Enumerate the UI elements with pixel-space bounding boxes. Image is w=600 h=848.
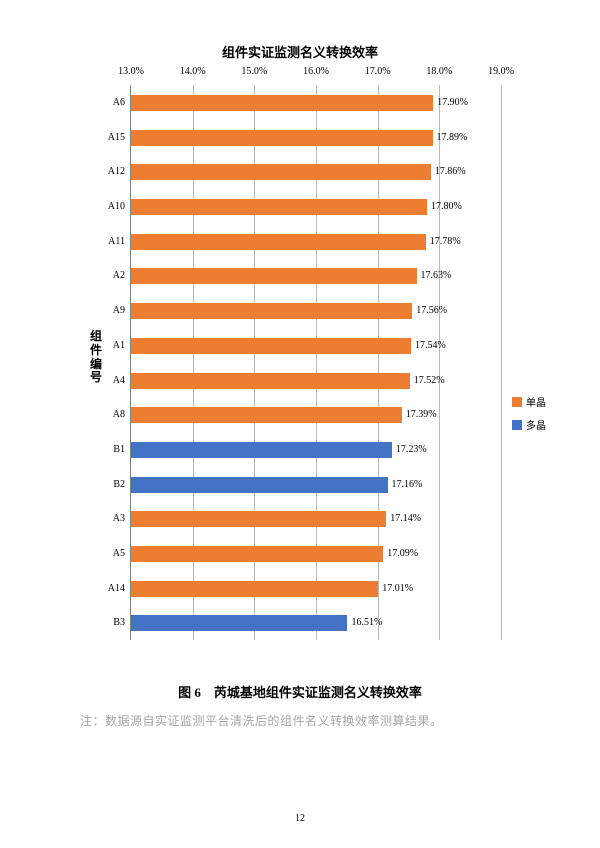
bar-value-label: 17.63% xyxy=(421,268,452,284)
bar-value-label: 17.23% xyxy=(396,442,427,458)
bar-value-label: 17.54% xyxy=(415,338,446,354)
page: 组件实证监测名义转换效率 13.0%14.0%15.0%16.0%17.0%18… xyxy=(0,0,600,848)
bar-row: 17.16%B2 xyxy=(131,477,388,493)
legend-swatch xyxy=(512,420,522,430)
bar-category-label: B3 xyxy=(113,615,125,631)
bar-category-label: A1 xyxy=(113,338,125,354)
bar-value-label: 16.51% xyxy=(351,615,382,631)
legend-swatch xyxy=(512,397,522,407)
bar-value-label: 17.89% xyxy=(437,130,468,146)
x-tick-label: 14.0% xyxy=(180,66,206,77)
bar xyxy=(131,477,388,493)
chart-title: 组件实证监测名义转换效率 xyxy=(0,42,600,61)
bar xyxy=(131,338,411,354)
bar-row: 17.90%A6 xyxy=(131,95,433,111)
bar-row: 17.39%A8 xyxy=(131,407,402,423)
bar-value-label: 17.90% xyxy=(437,95,468,111)
bar xyxy=(131,373,410,389)
bar xyxy=(131,268,417,284)
bar-row: 17.01%A14 xyxy=(131,581,378,597)
bar-category-label: A15 xyxy=(108,130,125,146)
legend-item: 多晶 xyxy=(512,417,546,432)
legend-label: 单晶 xyxy=(526,394,546,409)
bar-category-label: A8 xyxy=(113,407,125,423)
bar-row: 17.14%A3 xyxy=(131,511,386,527)
bar xyxy=(131,442,392,458)
bar-value-label: 17.01% xyxy=(382,581,413,597)
bar xyxy=(131,199,427,215)
bar xyxy=(131,234,426,250)
bar-category-label: A2 xyxy=(113,268,125,284)
bar xyxy=(131,130,433,146)
x-tick-label: 13.0% xyxy=(118,66,144,77)
bar-row: 17.09%A5 xyxy=(131,546,383,562)
bar xyxy=(131,511,386,527)
bar xyxy=(131,581,378,597)
bar-value-label: 17.09% xyxy=(387,546,418,562)
bar xyxy=(131,303,412,319)
bar-row: 17.52%A4 xyxy=(131,373,410,389)
bar-row: 17.23%B1 xyxy=(131,442,392,458)
bar-category-label: A11 xyxy=(108,234,125,250)
bar-row: 17.89%A15 xyxy=(131,130,433,146)
bar xyxy=(131,615,347,631)
x-tick-label: 18.0% xyxy=(426,66,452,77)
bar-row: 17.80%A10 xyxy=(131,199,427,215)
bar-row: 17.56%A9 xyxy=(131,303,412,319)
x-tick-label: 17.0% xyxy=(365,66,391,77)
bar-value-label: 17.52% xyxy=(414,373,445,389)
x-tick-label: 19.0% xyxy=(488,66,514,77)
bar-row: 17.54%A1 xyxy=(131,338,411,354)
x-tick-label: 16.0% xyxy=(303,66,329,77)
bar-category-label: A9 xyxy=(113,303,125,319)
legend-item: 单晶 xyxy=(512,394,546,409)
grid-line xyxy=(501,85,502,640)
chart-plot-area: 13.0%14.0%15.0%16.0%17.0%18.0%19.0%17.90… xyxy=(130,85,500,640)
bar-category-label: A4 xyxy=(113,373,125,389)
bar-category-label: A6 xyxy=(113,95,125,111)
bar xyxy=(131,546,383,562)
bar-category-label: A5 xyxy=(113,546,125,562)
bar-value-label: 17.78% xyxy=(430,234,461,250)
x-tick-label: 15.0% xyxy=(241,66,267,77)
bar-category-label: A12 xyxy=(108,164,125,180)
bar-row: 17.63%A2 xyxy=(131,268,417,284)
bar-value-label: 17.39% xyxy=(406,407,437,423)
bar xyxy=(131,164,431,180)
chart-legend: 单晶多晶 xyxy=(512,394,546,440)
bar-row: 17.78%A11 xyxy=(131,234,426,250)
bar xyxy=(131,407,402,423)
legend-label: 多晶 xyxy=(526,417,546,432)
footnote: 注：数据源自实证监测平台清洗后的组件名义转换效率测算结果。 xyxy=(80,712,520,729)
page-number: 12 xyxy=(0,813,600,824)
bar-value-label: 17.14% xyxy=(390,511,421,527)
y-axis-title: 组件编号 xyxy=(89,330,103,385)
bar-category-label: B1 xyxy=(113,442,125,458)
bar-row: 17.86%A12 xyxy=(131,164,431,180)
bar-value-label: 17.80% xyxy=(431,199,462,215)
bar-value-label: 17.56% xyxy=(416,303,447,319)
bar-value-label: 17.16% xyxy=(392,477,423,493)
bar-row: 16.51%B3 xyxy=(131,615,347,631)
bar-category-label: A10 xyxy=(108,199,125,215)
bar-category-label: B2 xyxy=(113,477,125,493)
plot-rect: 13.0%14.0%15.0%16.0%17.0%18.0%19.0%17.90… xyxy=(130,85,500,640)
bar-value-label: 17.86% xyxy=(435,164,466,180)
figure-caption: 图 6 芮城基地组件实证监测名义转换效率 xyxy=(0,682,600,701)
bar xyxy=(131,95,433,111)
bar-category-label: A14 xyxy=(108,581,125,597)
bar-category-label: A3 xyxy=(113,511,125,527)
